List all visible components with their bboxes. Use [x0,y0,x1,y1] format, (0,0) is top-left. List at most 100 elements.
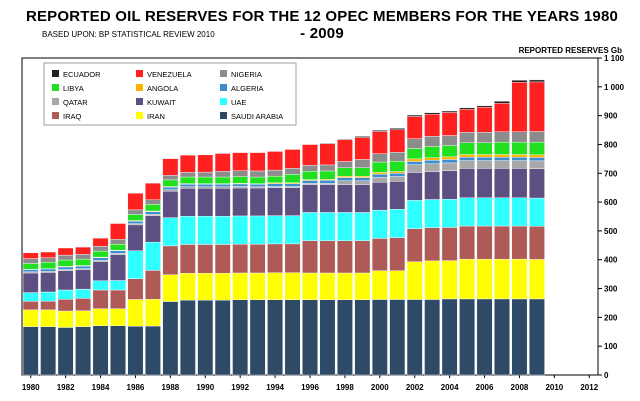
legend-label: ECUADOR [63,70,101,79]
bar-segment-algeria [302,180,318,184]
bar-segment-saudi-arabia [441,298,458,376]
bar-segment-iran [284,272,301,300]
bar-segment-qatar [354,180,371,185]
bar-segment-ecuador [337,138,353,140]
bar-segment-ecuador [529,79,545,83]
bar-segment-algeria [179,184,196,188]
bar-segment-algeria [214,184,231,188]
bar-segment-saudi-arabia [337,299,353,376]
bar-segment-uae [441,199,458,228]
bar-segment-algeria [284,183,301,187]
bar-segment-kuwait [22,272,39,293]
bar-segment-venezuela [511,82,528,132]
bar-segment-angola [424,157,441,161]
bar-segment-algeria [249,184,266,188]
bar-segment-saudi-arabia [179,299,196,376]
bar-segment-libya [179,176,196,184]
legend-label: ALGERIA [231,84,264,93]
bar-segment-venezuela [110,223,126,240]
bar-segment-uae [337,212,353,241]
bar-segment-qatar [145,213,161,216]
bar-segment-uae [389,209,406,238]
bar-segment-algeria [476,156,493,161]
bar-segment-libya [494,141,510,155]
bar-segment-kuwait [197,188,214,217]
bar-segment-iran [459,258,475,300]
bar-segment-kuwait [319,184,336,213]
bar-segment-uae [145,241,161,271]
y-tick-label: 0 [604,371,609,380]
bar-segment-libya [476,142,493,155]
bar-segment-venezuela [337,139,353,162]
bar-segment-uae [476,197,493,227]
bar-segment-uae [459,197,475,227]
bar-segment-libya [511,141,528,155]
bar-segment-qatar [511,160,528,169]
bar-segment-qatar [529,160,545,169]
x-tick-label: 2008 [511,383,529,392]
bar-segment-kuwait [441,170,458,200]
bar-segment-venezuela [232,152,249,171]
bar-segment-saudi-arabia [371,299,388,376]
bar-segment-kuwait [371,182,388,211]
bar-segment-nigeria [424,136,441,147]
bar-segment-saudi-arabia [22,326,39,376]
legend-swatch [220,98,227,105]
bar-segment-libya [57,259,74,267]
bar-segment-venezuela [354,137,371,160]
bar-segment-kuwait [75,269,91,290]
bar-segment-qatar [424,163,441,172]
x-tick-label: 1988 [161,383,179,392]
bar-segment-libya [267,175,283,183]
bar-segment-venezuela [302,144,318,166]
x-tick-label: 1980 [22,383,40,392]
bar-segment-saudi-arabia [110,325,126,376]
bar-segment-iran [406,261,423,300]
bar-segment-iraq [197,244,214,274]
bar-segment-algeria [75,265,91,269]
bar-segment-kuwait [494,168,510,198]
bar-segment-iran [197,273,214,301]
bar-segment-algeria [22,269,39,273]
bar-segment-iraq [441,227,458,261]
bar-segment-algeria [354,177,371,181]
bar-segment-ecuador [476,105,493,108]
bar-segment-kuwait [302,184,318,213]
bar-segment-qatar [476,160,493,169]
bar-segment-angola [511,154,528,158]
legend-swatch [136,112,143,119]
bar-segment-iran [145,299,161,327]
bar-segment-nigeria [179,172,196,178]
bar-segment-kuwait [529,168,545,199]
bar-segment-nigeria [75,254,91,260]
bar-segment-uae [267,215,283,245]
bar-segment-angola [494,154,510,158]
bar-segment-angola [406,158,423,162]
bar-segment-uae [406,200,423,229]
bar-segment-iraq [319,240,336,274]
bar-segment-libya [75,258,91,266]
bar-segment-algeria [424,160,441,164]
bar-segment-algeria [494,156,510,161]
bar-segment-iran [529,259,545,300]
x-tick-label: 1984 [92,383,110,392]
bar-segment-angola [441,156,458,160]
bar-segment-libya [529,141,545,156]
bar-segment-algeria [337,177,353,181]
legend-label: IRAN [147,112,165,121]
bar-segment-saudi-arabia [476,298,493,376]
bar-segment-iran [249,272,266,300]
bar-segment-algeria [127,220,144,224]
bar-segment-iraq [214,244,231,274]
bar-segment-saudi-arabia [284,299,301,376]
bar-segment-iran [40,309,57,327]
bar-segment-kuwait [267,187,283,216]
bar-segment-iran [424,260,441,300]
bar-segment-saudi-arabia [319,299,336,376]
bar-segment-saudi-arabia [197,299,214,376]
bar-segment-saudi-arabia [529,298,545,376]
bar-segment-nigeria [249,170,266,178]
bar-segment-iraq [371,238,388,271]
bar-segment-saudi-arabia [145,325,161,376]
bar-segment-qatar [494,160,510,169]
